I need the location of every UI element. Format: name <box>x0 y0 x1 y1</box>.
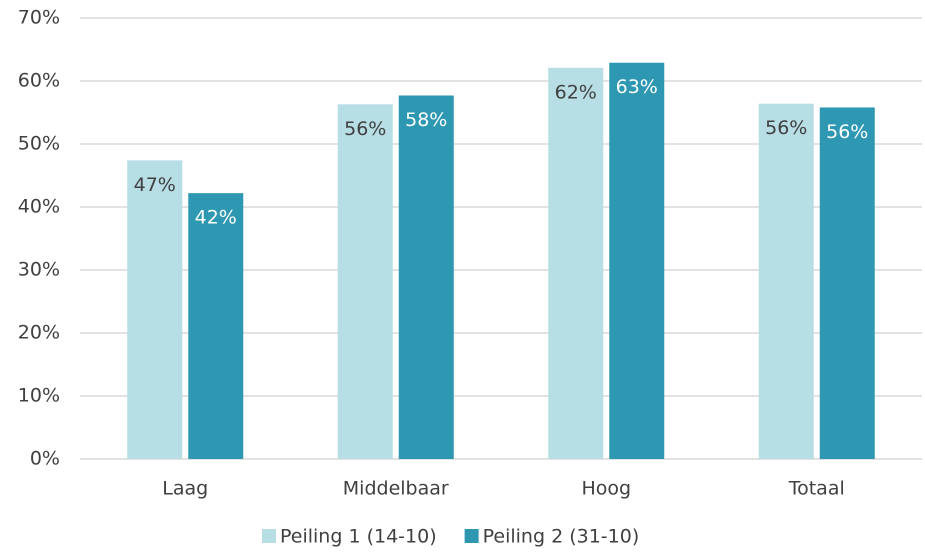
data-label: 56% <box>344 118 386 140</box>
x-tick-label: Hoog <box>581 478 631 500</box>
data-label: 62% <box>555 81 597 103</box>
bar <box>127 160 183 459</box>
bar <box>548 67 604 460</box>
bar <box>819 107 875 460</box>
data-label: 47% <box>134 174 176 196</box>
x-tick-label: Middelbaar <box>343 478 449 500</box>
bar <box>758 103 814 460</box>
y-tick-label: 70% <box>18 7 60 29</box>
y-tick-label: 50% <box>18 133 60 155</box>
y-tick-label: 60% <box>18 70 60 92</box>
data-label: 63% <box>616 76 658 98</box>
x-tick-label: Laag <box>162 478 208 500</box>
y-tick-label: 10% <box>18 385 60 407</box>
data-label: 42% <box>195 207 237 229</box>
data-label: 58% <box>405 109 447 131</box>
y-tick-label: 0% <box>30 448 60 470</box>
x-tick-label: Totaal <box>788 478 845 500</box>
bar <box>609 62 665 459</box>
bar <box>337 104 393 459</box>
y-tick-label: 20% <box>18 322 60 344</box>
y-tick-label: 40% <box>18 196 60 218</box>
legend-swatch <box>262 529 276 543</box>
data-label: 56% <box>826 121 868 143</box>
data-label: 56% <box>765 117 807 139</box>
legend-label: Peiling 2 (31-10) <box>483 526 640 548</box>
legend-label: Peiling 1 (14-10) <box>280 526 437 548</box>
legend-swatch <box>464 529 479 543</box>
bar <box>398 95 454 460</box>
bar <box>188 193 244 459</box>
y-tick-label: 30% <box>18 259 60 281</box>
